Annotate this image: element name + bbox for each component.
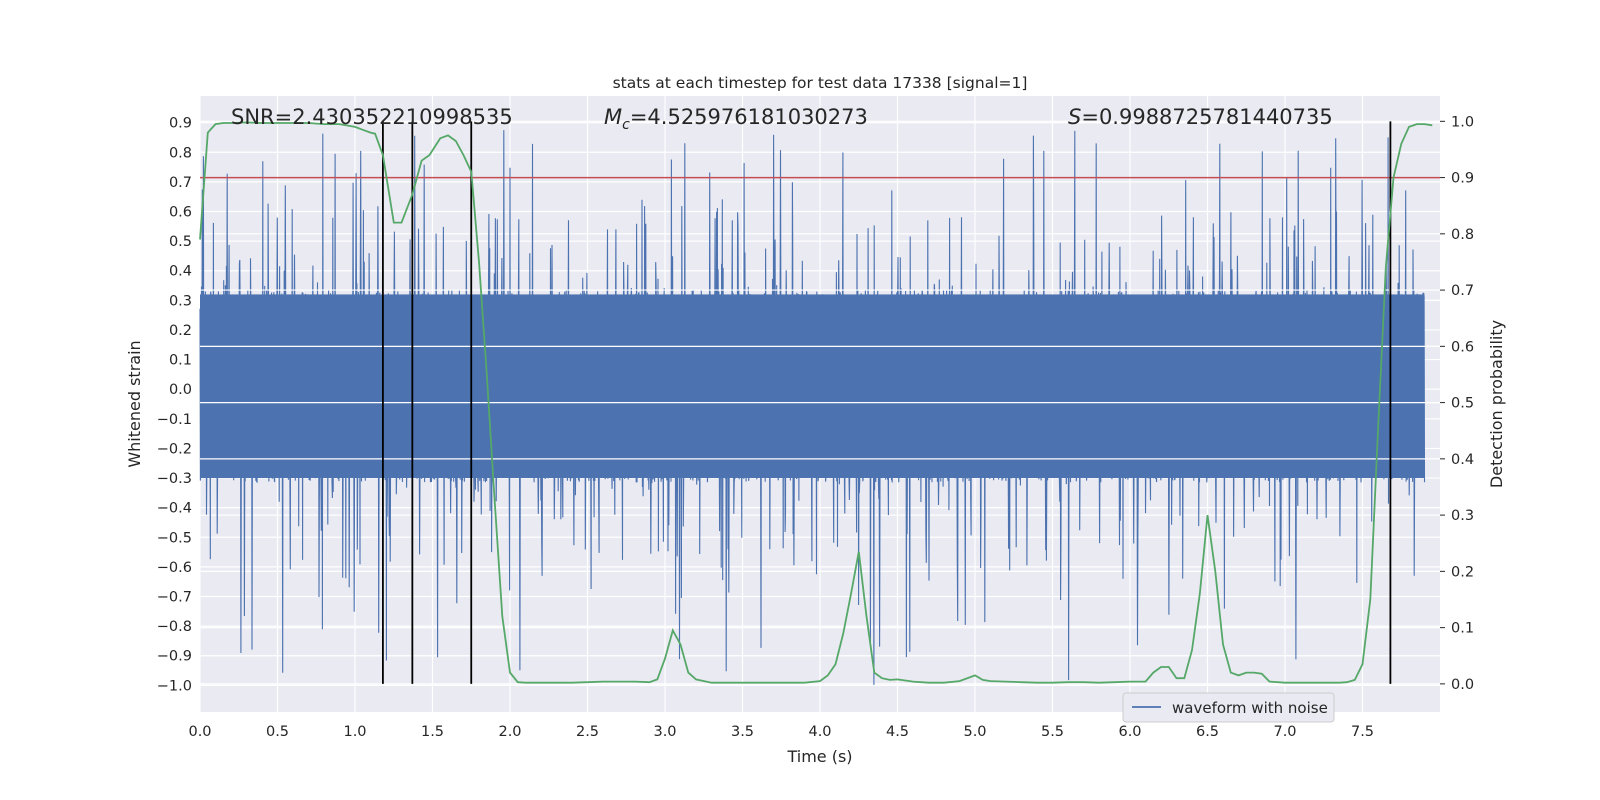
y-tick-label: 0.5 (169, 234, 192, 250)
y-tick-label: 0.8 (169, 145, 192, 161)
y-tick-label: −0.1 (157, 412, 192, 428)
x-axis-label: Time (s) (786, 747, 852, 766)
y-tick-label: 0.2 (169, 323, 192, 339)
y2-tick-label: 0.3 (1451, 508, 1474, 524)
x-tick-label: 0.0 (188, 724, 211, 740)
s-annotation: S=0.9988725781440735 (1068, 105, 1333, 129)
y2-tick-label: 0.8 (1451, 227, 1474, 243)
x-tick-label: 5.5 (1041, 724, 1064, 740)
y2-tick-label: 0.2 (1451, 564, 1474, 580)
y-tick-label: −1.0 (157, 678, 192, 694)
y-tick-label: 0.3 (169, 293, 192, 309)
x-tick-labels: 0.0 0.5 1.0 1.5 2.0 2.5 3.0 3.5 4.0 4.5 5.0 5.5 6.0 6… (188, 724, 1374, 740)
y2-tick-label: 0.5 (1451, 396, 1474, 412)
y-tick-label: 0.0 (169, 382, 192, 398)
vertical-lines (381, 121, 1392, 684)
waveform-series (199, 130, 1440, 685)
x-tick-label: 3.5 (731, 724, 754, 740)
mc-annotation: Mc=4.525976181030273 (604, 105, 868, 133)
y-tick-label: −0.9 (157, 649, 192, 665)
x-tick-label: 5.0 (963, 724, 986, 740)
y-axis-label: Whitened strain (125, 340, 144, 467)
chart-title: stats at each timestep for test data 173… (613, 74, 1028, 92)
y2-tick-label: 0.7 (1451, 283, 1474, 299)
y-tick-label: 0.6 (169, 205, 192, 221)
y-tick-label: −0.6 (157, 560, 192, 576)
legend: waveform with noise (1122, 692, 1335, 723)
y-tick-label: 0.9 (169, 116, 192, 132)
x-tick-label: 0.5 (266, 724, 289, 740)
x-tick-label: 7.5 (1351, 724, 1374, 740)
legend-label: waveform with noise (1172, 699, 1328, 717)
y-tick-label: 0.7 (169, 175, 192, 191)
y-tick-label: −0.5 (157, 530, 192, 546)
y2-tick-label: 0.1 (1451, 621, 1474, 637)
x-tick-label: 3.0 (653, 724, 676, 740)
legend-box (1122, 692, 1335, 723)
x-tick-label: 1.0 (343, 724, 366, 740)
y-tick-label: 0.1 (169, 353, 192, 369)
x-tick-label: 2.5 (576, 724, 599, 740)
x-tick-label: 2.0 (498, 724, 521, 740)
x-tick-label: 7.0 (1273, 724, 1296, 740)
detection-probability-line (199, 121, 1433, 684)
waveform-core-band (200, 294, 1425, 479)
x-tick-label: 4.5 (886, 724, 909, 740)
x-tick-label: 4.0 (808, 724, 831, 740)
y-tick-label: 0.4 (169, 264, 192, 280)
y2-axis-label: Detection probability (1487, 320, 1506, 488)
y2-tick-label: 1.0 (1451, 114, 1474, 130)
y-tick-label: −0.8 (157, 619, 192, 635)
y-tick-label: −0.2 (157, 441, 192, 457)
y-tick-label: −0.3 (157, 471, 192, 487)
y2-tick-label: 0.4 (1451, 452, 1474, 468)
y-tick-label: −0.7 (157, 590, 192, 606)
y2-tick-label: 0.6 (1451, 339, 1474, 355)
y2-tick-label: 0.9 (1451, 171, 1474, 187)
y2-tick-label: 0.0 (1451, 677, 1474, 693)
y-tick-label: −0.4 (157, 501, 192, 517)
y-tick-labels: 0.9 0.8 0.7 0.6 0.5 0.4 0.3 0.2 0.1 0.0 −0.1 −0.2 −0… (157, 116, 192, 695)
x-tick-label: 6.0 (1118, 724, 1141, 740)
snr-annotation: SNR=2.430352210998535 (231, 105, 513, 129)
x-tick-label: 6.5 (1196, 724, 1219, 740)
x-tick-label: 1.5 (421, 724, 444, 740)
y2-tick-labels: 1.0 0.9 0.8 0.7 0.6 0.5 0.4 0.3 0.2 0.1 0.0 (1440, 114, 1474, 693)
